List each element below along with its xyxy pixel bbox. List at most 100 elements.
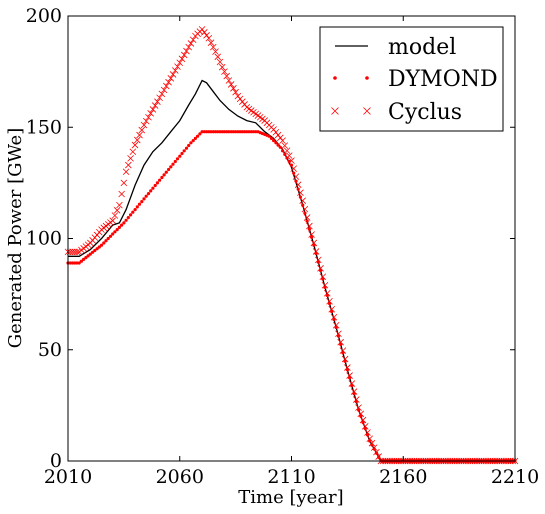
series-dymond bbox=[66, 130, 517, 463]
cyclus-point bbox=[281, 142, 289, 149]
cyclus-point bbox=[335, 330, 342, 338]
dymond-point bbox=[321, 277, 325, 281]
cyclus-point bbox=[292, 173, 300, 180]
x-tick-label: 2210 bbox=[491, 466, 539, 488]
cyclus-point bbox=[151, 102, 159, 109]
dymond-point bbox=[88, 252, 92, 256]
legend: model DYMOND Cyclus bbox=[319, 26, 504, 132]
dymond-point bbox=[310, 235, 314, 239]
dymond-point bbox=[332, 317, 336, 322]
cyclus-point bbox=[209, 43, 217, 51]
dymond-point bbox=[281, 149, 285, 153]
cyclus-point bbox=[294, 181, 302, 188]
cyclus-point bbox=[355, 404, 362, 411]
dymond-point bbox=[99, 243, 104, 247]
dymond-point bbox=[169, 165, 173, 169]
dymond-point bbox=[312, 243, 316, 247]
cyclus-point bbox=[218, 63, 226, 71]
dymond-point bbox=[243, 130, 247, 134]
cyclus-point bbox=[301, 205, 309, 213]
legend-symbol-cyclus bbox=[331, 107, 371, 115]
dymond-point bbox=[200, 130, 204, 134]
cyclus-point bbox=[221, 68, 228, 75]
cyclus-point bbox=[118, 190, 125, 198]
cyclus-point bbox=[350, 388, 358, 395]
cyclus-point bbox=[310, 239, 318, 247]
cyclus-point bbox=[353, 396, 360, 403]
dymond-point bbox=[274, 141, 278, 145]
cyclus-point bbox=[308, 231, 315, 238]
cyclus-point bbox=[223, 72, 230, 80]
dymond-point bbox=[209, 130, 213, 134]
cyclus-point bbox=[359, 416, 367, 424]
series-cyclus bbox=[64, 26, 519, 465]
cyclus-point bbox=[125, 161, 132, 169]
cyclus-point bbox=[201, 29, 208, 36]
dymond-point bbox=[70, 261, 75, 265]
cyclus-point bbox=[285, 152, 293, 159]
dymond-point bbox=[227, 130, 231, 134]
plot-area bbox=[64, 26, 519, 465]
cyclus-point bbox=[290, 165, 298, 172]
dymond-point bbox=[142, 197, 146, 201]
dymond-point bbox=[193, 136, 197, 140]
cyclus-point bbox=[303, 214, 311, 221]
dymond-point bbox=[73, 261, 77, 265]
cyclus-point bbox=[323, 289, 331, 297]
dymond-point bbox=[133, 208, 137, 212]
dymond-point bbox=[104, 239, 108, 243]
dymond-point bbox=[75, 261, 79, 265]
axis-ticks: 2010 2060 2110 2160 2210 0 50 100 150 200 bbox=[26, 5, 539, 488]
dymond-point bbox=[211, 130, 215, 134]
legend-box bbox=[319, 26, 504, 132]
cyclus-point bbox=[326, 297, 333, 305]
cyclus-point bbox=[361, 423, 369, 430]
dymond-point bbox=[272, 139, 276, 143]
dymond-point bbox=[108, 234, 113, 238]
dymond-point bbox=[231, 130, 235, 134]
cyclus-point bbox=[297, 189, 304, 196]
cyclus-point bbox=[136, 131, 143, 139]
cyclus-point bbox=[230, 85, 237, 92]
dymond-point bbox=[307, 227, 311, 231]
cyclus-point bbox=[145, 113, 152, 121]
cyclus-point bbox=[203, 32, 210, 39]
dymond-point bbox=[106, 236, 110, 241]
dymond-point bbox=[345, 368, 349, 372]
dymond-point bbox=[153, 183, 157, 188]
dymond-point bbox=[229, 130, 233, 134]
legend-label-dymond: DYMOND bbox=[388, 67, 498, 92]
cyclus-point bbox=[370, 444, 378, 451]
x-tick-label: 2160 bbox=[379, 466, 427, 488]
dymond-point bbox=[316, 260, 320, 264]
dymond-point bbox=[175, 157, 180, 161]
y-tick-label: 200 bbox=[26, 5, 62, 27]
dymond-point bbox=[276, 143, 280, 147]
cyclus-point bbox=[214, 53, 222, 61]
cyclus-point bbox=[165, 78, 172, 86]
cyclus-point bbox=[344, 364, 351, 371]
dymond-point bbox=[283, 152, 287, 156]
cyclus-point bbox=[288, 157, 295, 164]
cyclus-point bbox=[113, 207, 121, 214]
dymond-point bbox=[361, 420, 365, 424]
dymond-point bbox=[234, 130, 238, 134]
cyclus-point bbox=[328, 305, 336, 313]
dymond-point bbox=[222, 130, 226, 134]
cyclus-point bbox=[205, 34, 213, 42]
dymond-point bbox=[325, 293, 329, 298]
dymond-point bbox=[146, 192, 151, 196]
cyclus-point bbox=[339, 347, 347, 354]
cyclus-point bbox=[167, 75, 175, 82]
dymond-point bbox=[314, 252, 318, 256]
y-tick-label: 100 bbox=[26, 228, 62, 250]
dymond-point bbox=[155, 181, 159, 185]
cyclus-point bbox=[163, 82, 170, 90]
cyclus-point bbox=[127, 155, 134, 162]
dymond-point bbox=[167, 167, 171, 172]
cyclus-point bbox=[187, 40, 195, 47]
x-tick-label: 2110 bbox=[267, 466, 315, 488]
cyclus-point bbox=[279, 137, 286, 144]
dymond-point bbox=[187, 143, 191, 148]
